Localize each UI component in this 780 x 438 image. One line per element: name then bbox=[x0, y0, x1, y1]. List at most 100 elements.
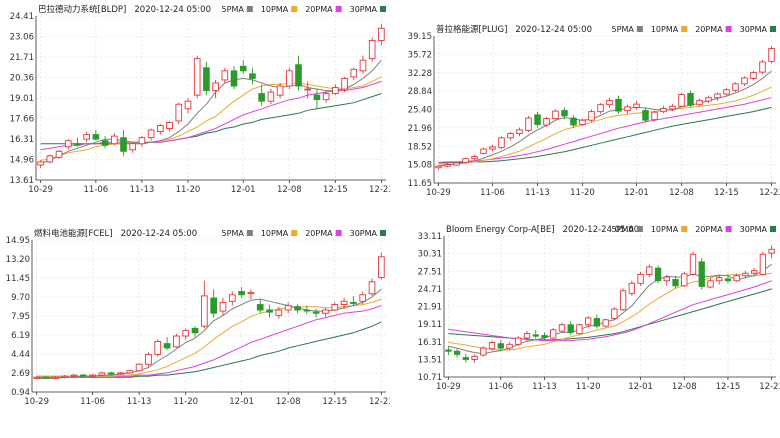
candle-body bbox=[579, 119, 586, 125]
candle bbox=[275, 306, 283, 319]
x-tick-label: 12-08 bbox=[277, 185, 302, 195]
y-tick-label: 2.69 bbox=[11, 369, 30, 379]
candle-body bbox=[489, 146, 496, 150]
candle bbox=[602, 318, 609, 328]
candle bbox=[332, 84, 339, 96]
chart-title: 燃料电池能源[FCEL] bbox=[34, 228, 113, 239]
candle-body bbox=[714, 93, 721, 99]
candle bbox=[681, 271, 688, 288]
candle bbox=[707, 278, 714, 289]
candle bbox=[750, 71, 757, 81]
candle bbox=[541, 332, 548, 340]
candle-body bbox=[480, 148, 487, 154]
x-tick-label: 12-15 bbox=[322, 397, 347, 407]
y-tick-label: 21.96 bbox=[408, 124, 432, 134]
candle-body bbox=[435, 165, 442, 169]
candle bbox=[750, 268, 758, 276]
legend-swatch-20pma bbox=[335, 230, 342, 236]
candle bbox=[646, 264, 653, 277]
candle bbox=[129, 142, 137, 153]
candle-body bbox=[359, 294, 367, 302]
panel-be: Bloom Energy Corp-A[BE] 2020-12-24 05:00 3… bbox=[390, 220, 780, 438]
series-line-ma5 bbox=[40, 59, 382, 164]
candle-body bbox=[453, 350, 461, 355]
candle-body bbox=[173, 335, 180, 348]
y-tick-label: 16.31 bbox=[418, 338, 442, 348]
candle-body bbox=[221, 70, 229, 81]
candle-body bbox=[33, 376, 40, 379]
y-tick-label: 16.31 bbox=[10, 135, 34, 145]
candle-body bbox=[191, 327, 199, 334]
candle bbox=[543, 116, 550, 127]
candle-body bbox=[445, 349, 452, 352]
candle-body bbox=[147, 129, 155, 139]
candle bbox=[515, 336, 522, 346]
candle-body bbox=[120, 137, 127, 152]
candle bbox=[584, 316, 592, 328]
y-tick-label: 32.28 bbox=[408, 69, 432, 79]
candle-body bbox=[619, 290, 627, 311]
candle-body bbox=[687, 93, 694, 106]
candle-body bbox=[42, 376, 50, 379]
candle-body bbox=[83, 134, 90, 140]
candle-body bbox=[378, 256, 385, 278]
legend-swatch-5pma bbox=[246, 230, 253, 236]
candle bbox=[597, 103, 604, 114]
candle bbox=[55, 149, 63, 159]
chart-timestamp: 2020-12-24 05:00 bbox=[563, 225, 640, 235]
x-tick-label: 11-20 bbox=[576, 382, 601, 392]
candle-body bbox=[266, 309, 273, 313]
candle bbox=[191, 326, 199, 338]
series-line-ma10 bbox=[40, 76, 382, 161]
series-line-ma30 bbox=[438, 106, 772, 164]
y-tick-label: 19.11 bbox=[418, 320, 442, 330]
candle bbox=[120, 130, 127, 156]
x-tick-label: 11-06 bbox=[480, 188, 505, 198]
candle bbox=[256, 299, 264, 314]
y-tick-label: 21.91 bbox=[418, 303, 442, 313]
candle bbox=[444, 163, 451, 168]
candle bbox=[117, 371, 124, 376]
candle-body bbox=[294, 306, 301, 311]
candle bbox=[83, 131, 90, 143]
candle bbox=[593, 314, 601, 329]
y-tick-label: 24.41 bbox=[10, 12, 34, 22]
candle bbox=[698, 258, 705, 290]
candle bbox=[453, 348, 461, 358]
legend-swatch-20pma bbox=[725, 226, 732, 232]
x-tick-label: 11-06 bbox=[488, 382, 513, 392]
candle bbox=[42, 376, 50, 379]
candle-body bbox=[313, 94, 321, 101]
candle-body bbox=[597, 104, 604, 113]
legend-label-10pma: 10PMA bbox=[651, 225, 679, 234]
legend-label-5pma: 5PMA bbox=[222, 5, 245, 14]
candle bbox=[768, 46, 775, 64]
candle-body bbox=[698, 261, 705, 287]
legend-label-10pma: 10PMA bbox=[261, 229, 289, 238]
candle-body bbox=[615, 98, 622, 112]
y-tick-label: 0.94 bbox=[11, 388, 30, 398]
x-tick-label: 10-29 bbox=[28, 185, 53, 195]
candle bbox=[741, 76, 748, 86]
candle bbox=[672, 275, 679, 289]
candle-body bbox=[126, 370, 134, 374]
candle-body bbox=[750, 270, 758, 274]
y-tick-label: 20.36 bbox=[10, 74, 34, 84]
candle-body bbox=[332, 87, 339, 95]
candle bbox=[92, 130, 100, 141]
legend-swatch-10pma bbox=[681, 26, 688, 32]
y-tick-label: 21.71 bbox=[10, 53, 34, 63]
candle-body bbox=[107, 372, 115, 375]
y-tick-label: 39.15 bbox=[408, 32, 432, 42]
candle-body bbox=[633, 103, 640, 108]
y-tick-label: 13.51 bbox=[418, 355, 442, 365]
chart-timestamp: 2020-12-24 05:00 bbox=[121, 229, 198, 239]
candle bbox=[689, 251, 697, 276]
candle bbox=[249, 67, 256, 85]
candle-body bbox=[507, 133, 514, 139]
legend-label-5pma: 5PMA bbox=[222, 229, 245, 238]
candle bbox=[716, 274, 723, 285]
legend-swatch-20pma bbox=[335, 6, 342, 12]
candle-body bbox=[516, 129, 523, 135]
candle bbox=[126, 369, 134, 374]
